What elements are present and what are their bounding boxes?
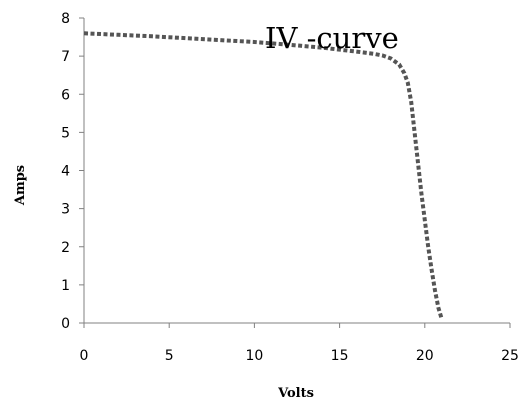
x-tick-label-0: 0 [80, 348, 89, 364]
y-tick-label-2: 2 [61, 240, 70, 256]
x-axis-title: Volts [277, 386, 314, 400]
y-tick-label-3: 3 [61, 202, 70, 218]
y-tick-label-1: 1 [61, 278, 70, 294]
chart-title: IV -curve [265, 21, 399, 55]
x-tick-label-10: 10 [245, 348, 263, 364]
series-0-line [84, 33, 442, 319]
x-tick-label-15: 15 [331, 348, 349, 364]
y-tick-label-6: 6 [61, 87, 70, 103]
y-tick-label-8: 8 [61, 11, 70, 27]
y-axis-title: Amps [13, 165, 28, 206]
y-tick-label-4: 4 [61, 164, 70, 180]
x-tick-label-20: 20 [416, 348, 434, 364]
y-tick-label-0: 0 [61, 316, 70, 332]
plot-area: 0 1 2 3 4 5 6 7 8 0 5 10 15 20 25 [61, 11, 519, 364]
y-tick-label-7: 7 [61, 49, 70, 65]
y-tick-label-5: 5 [61, 125, 70, 141]
x-tick-label-5: 5 [165, 348, 174, 364]
x-tick-label-25: 25 [501, 348, 519, 364]
